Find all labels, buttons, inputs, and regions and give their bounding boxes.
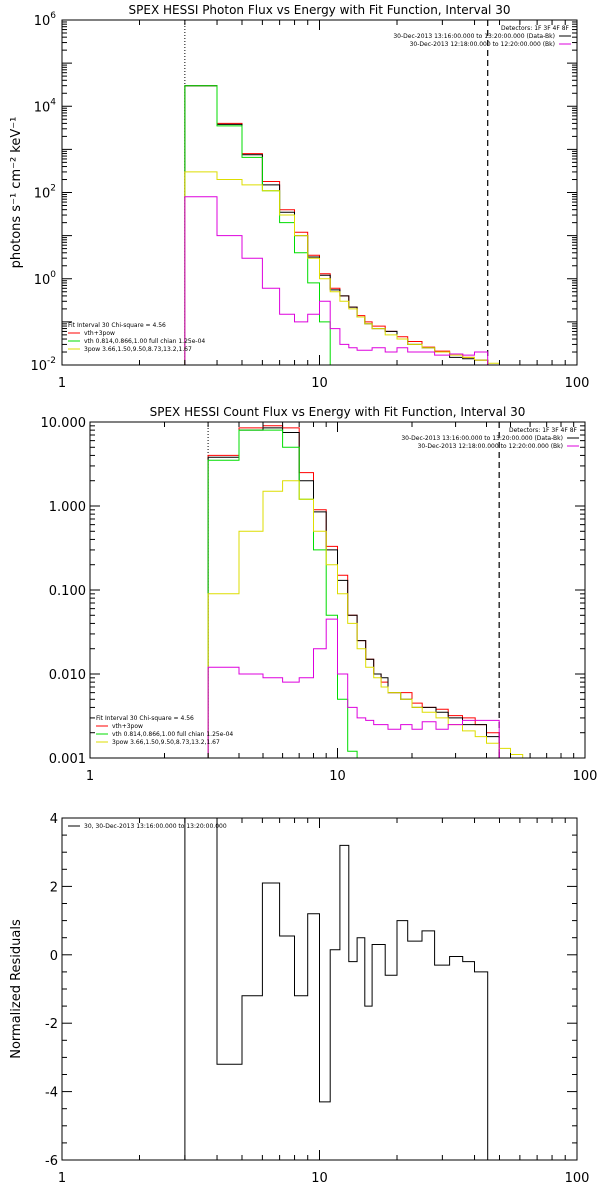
x-axis: 1 10 100 (58, 818, 590, 1186)
y-tick-label: -4 (45, 1086, 58, 1101)
chart-2: 1 10 100 4 2 0 -2 -4 -6 Normalized Residuals 30, 3… (9, 812, 589, 1186)
y-tick-label: 0.001 (49, 752, 86, 767)
legend-label: 30-Dec-2013 13:16:00.000 to 13:20:00.000… (401, 435, 563, 442)
series-vth-3pow (207, 425, 500, 758)
y-tick-label: 0.010 (49, 668, 86, 683)
legend-label: 30-Dec-2013 12:18:00.000 to 12:20:00.000… (410, 41, 555, 48)
y-tick-label: 106 (34, 11, 57, 29)
y-tick-label-base: 10 (34, 14, 51, 29)
y-axis: 0.001 0.010 0.100 1.000 10.000 (41, 416, 585, 767)
series-3pow (207, 480, 559, 758)
legend-header: Fit Interval 30 Chi-square = 4.56 (96, 715, 194, 722)
legend-label: vth+3pow (112, 723, 143, 730)
y-tick-label-base: 10 (34, 273, 51, 288)
y-tick-label: 4 (50, 812, 58, 827)
x-tick-label: 1 (86, 769, 94, 784)
x-axis: 1 10 100 (58, 20, 590, 391)
x-tick-label: 10 (329, 769, 346, 784)
y-tick-label: 100 (34, 270, 57, 288)
y-tick-label-exponent: 4 (50, 97, 56, 107)
legend: 30, 30-Dec-2013 13:16:00.000 to 13:20:00… (68, 823, 227, 830)
series-group (184, 85, 526, 365)
legend-label: 3pow 3.66,1.50,9.50,8.73,13.2,1.67 (112, 739, 220, 746)
x-tick-label: 10 (311, 1171, 328, 1186)
y-tick-label: 2 (50, 880, 58, 895)
series-group (207, 425, 559, 758)
y-axis-title: Normalized Residuals (9, 919, 24, 1059)
y-tick-label: 10.000 (41, 416, 87, 431)
legend-detectors: Detectors: 1F 3F 4F 8F (501, 25, 570, 32)
y-tick-label-base: 10 (30, 359, 47, 374)
y-tick-label-base: 10 (34, 100, 51, 115)
legend-label: 30, 30-Dec-2013 13:16:00.000 to 13:20:00… (84, 823, 227, 830)
chart-title: SPEX HESSI Photon Flux vs Energy with Fi… (129, 3, 511, 17)
y-tick-label-exponent: 6 (50, 11, 56, 21)
legend-label: 30-Dec-2013 12:18:00.000 to 12:20:00.000… (418, 443, 563, 450)
x-tick-label: 10 (311, 376, 328, 391)
x-tick-label: 100 (565, 1171, 590, 1186)
legend-detectors: Detectors: 1F 3F 4F 8F (509, 427, 578, 434)
legend-label: 30-Dec-2013 13:16:00.000 to 13:20:00.000… (393, 33, 555, 40)
legend-label: vth 0.814,0.866,1.00 full chian 1.25e-04 (84, 338, 205, 345)
series-vth (184, 85, 340, 365)
y-axis: 4 2 0 -2 -4 -6 (45, 812, 577, 1169)
x-tick-label: 1 (58, 1171, 66, 1186)
series-data (207, 427, 500, 758)
series-bk (184, 196, 489, 365)
y-tick-label: -6 (45, 1154, 58, 1169)
series-bk (207, 618, 500, 758)
x-tick-label: 100 (565, 376, 590, 391)
series-vth-3pow (184, 85, 489, 365)
x-tick-label: 100 (573, 769, 598, 784)
y-tick-label: 10-2 (30, 356, 56, 374)
legend-label: vth 0.814,0.866,1.00 full chian 1.25e-04 (112, 731, 233, 738)
chart-title: SPEX HESSI Count Flux vs Energy with Fit… (150, 405, 526, 419)
series-group (184, 818, 489, 1160)
series-data (184, 85, 489, 365)
x-tick-label: 1 (58, 376, 66, 391)
y-tick-label-exponent: -2 (47, 356, 56, 366)
x-axis: 1 10 100 (86, 422, 598, 784)
y-axis-title: photons s⁻¹ cm⁻² keV⁻¹ (9, 117, 24, 269)
y-tick-label-base: 10 (34, 187, 51, 202)
legend-label: 3pow 3.66,1.50,9.50,8.73,13.2,1.67 (84, 346, 192, 353)
y-tick-label: 104 (34, 97, 57, 115)
y-tick-label-exponent: 2 (50, 184, 56, 194)
y-tick-label: -2 (45, 1017, 58, 1032)
y-tick-label: 0.100 (49, 584, 86, 599)
series-3pow (184, 171, 526, 365)
chart-1: 1 10 100 0.001 0.010 0.100 1.000 10.000 SPEX HES… (41, 405, 598, 784)
y-tick-label: 0 (50, 949, 58, 964)
y-tick-label: 1.000 (49, 500, 86, 515)
series-residuals (184, 818, 489, 1160)
y-tick-label-exponent: 0 (50, 270, 56, 280)
y-tick-label: 102 (34, 184, 56, 202)
legend-label: vth+3pow (84, 330, 115, 337)
legend-header: Fit Interval 30 Chi-square = 4.56 (68, 322, 166, 329)
